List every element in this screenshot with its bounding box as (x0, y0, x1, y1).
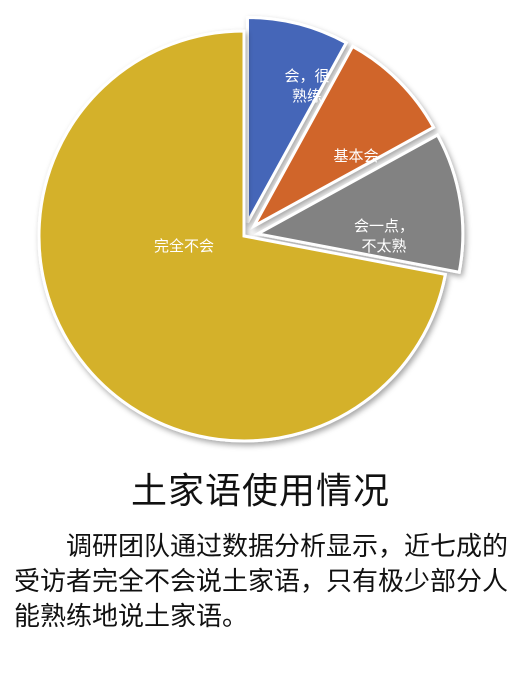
pie-slice (253, 133, 465, 274)
pie-chart: 会，很熟练基本会会一点，不太熟完全不会 (37, 15, 465, 443)
slice-label: 会，很熟练 (284, 67, 329, 105)
caption-paragraph: 调研团队通过数据分析显示，近七成的受访者完全不会说土家语，只有极少部分人能熟练地… (14, 532, 509, 632)
pie-slice (250, 44, 436, 230)
slice-label: 基本会 (333, 147, 378, 165)
slice-label: 会一点，不太熟 (354, 217, 414, 255)
pie-slice (37, 29, 448, 443)
pie-slice (245, 15, 349, 224)
slice-label: 完全不会 (154, 237, 214, 255)
chart-title: 土家语使用情况 (130, 471, 390, 512)
